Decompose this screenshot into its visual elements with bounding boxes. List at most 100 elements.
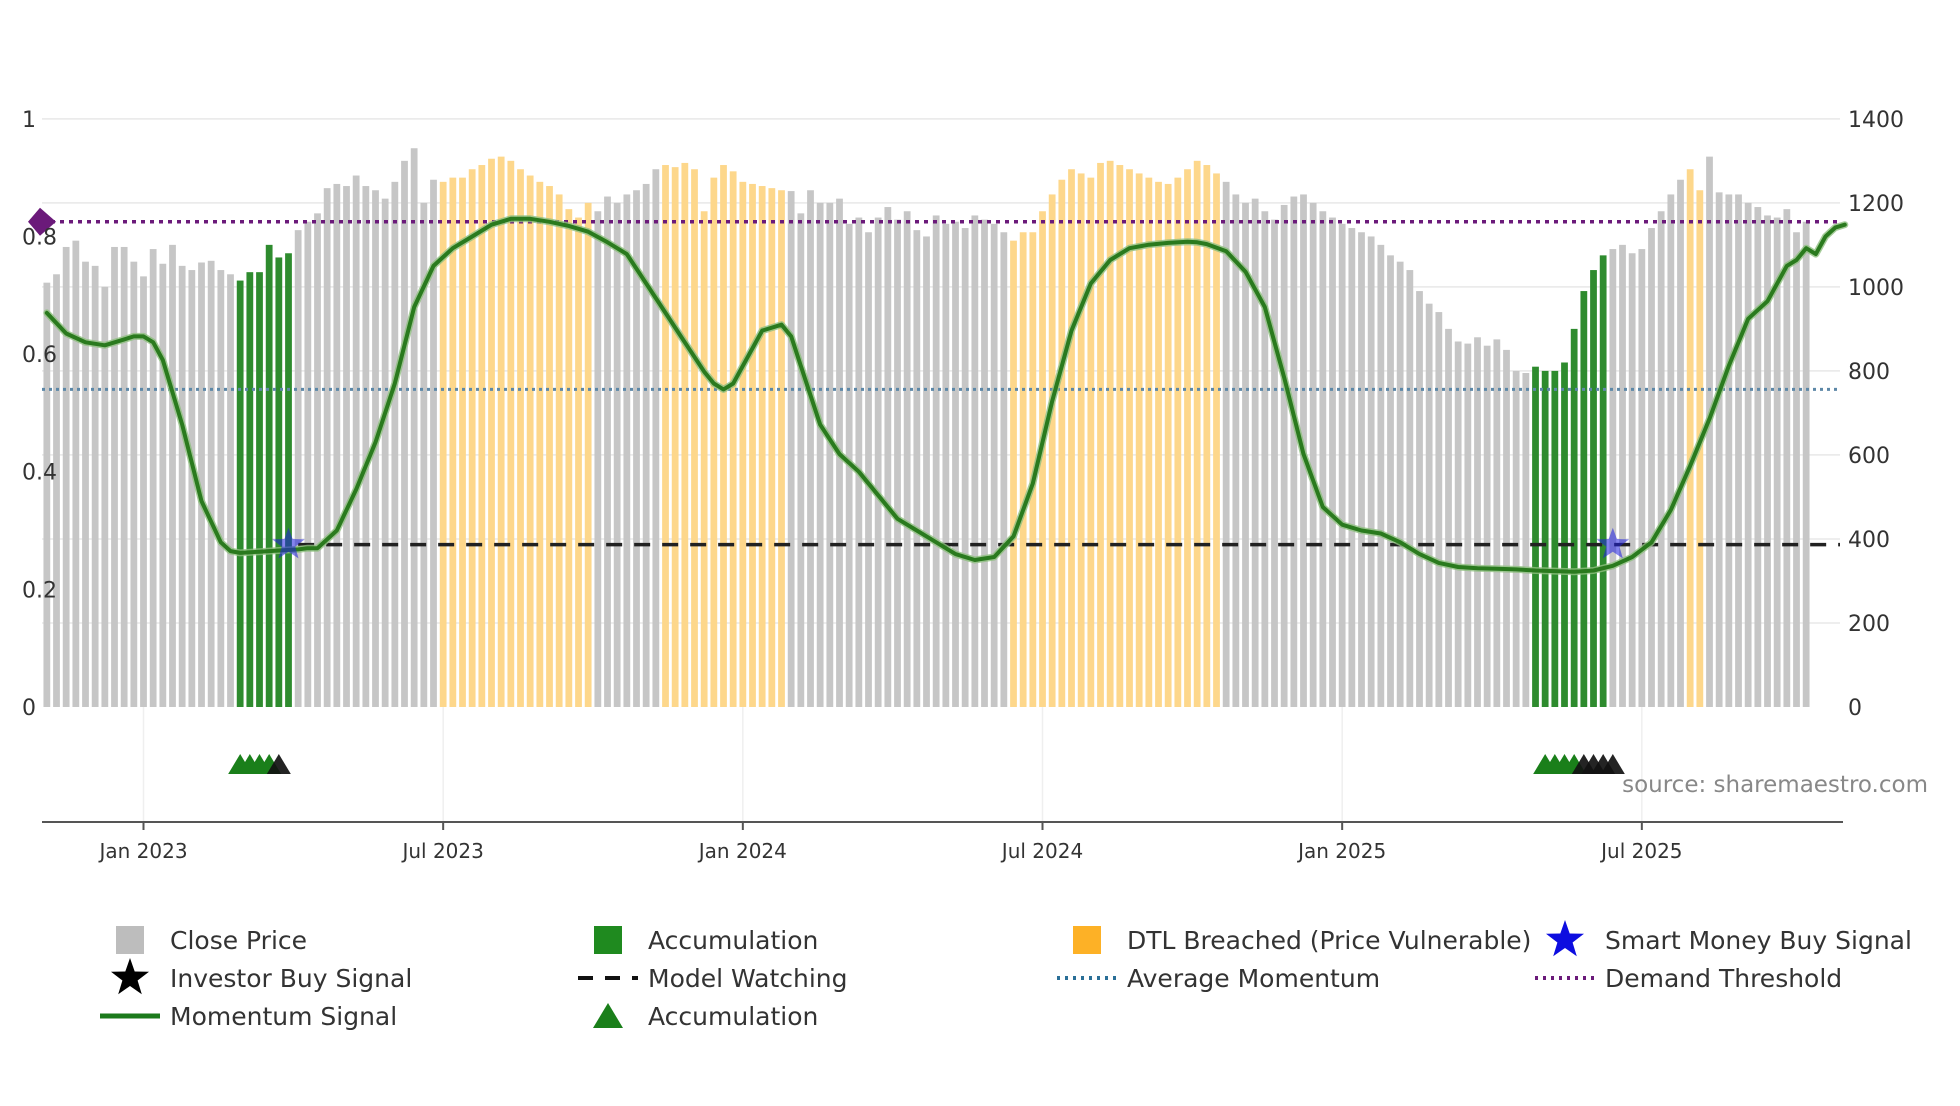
close-price-bar <box>594 211 602 707</box>
right-tick-label: 400 <box>1848 528 1890 553</box>
accumulation-bar <box>236 280 244 707</box>
close-price-bar <box>101 286 109 707</box>
dtl-breached-bar <box>1184 169 1191 708</box>
close-price-bar <box>53 274 60 707</box>
dtl-breached-bar <box>1116 165 1124 707</box>
dtl-breached-bar <box>449 177 457 707</box>
close-price-bar <box>391 181 399 708</box>
dtl-breached-bar <box>671 167 679 707</box>
left-tick-label: 1 <box>22 108 36 133</box>
price-bars <box>43 148 1810 708</box>
dtl-breached-bar <box>1135 173 1143 707</box>
dtl-breached-bar <box>758 186 766 708</box>
close-price-bar <box>1802 221 1810 707</box>
close-price-bar <box>1222 181 1230 708</box>
close-price-bar <box>1435 312 1443 707</box>
dtl-breached-bar <box>526 175 534 708</box>
close-price-bar <box>140 276 147 707</box>
left-tick-label: 0.8 <box>22 226 57 251</box>
right-tick-label: 0 <box>1848 696 1862 721</box>
dtl-breached-bar <box>584 202 592 707</box>
close-price-bar <box>1280 204 1288 707</box>
close-price-bar <box>1638 249 1646 707</box>
dtl-breached-bar <box>1010 240 1017 707</box>
close-price-bar <box>1251 198 1259 707</box>
close-price-bar <box>1290 196 1298 708</box>
close-price-bar <box>623 194 631 707</box>
close-price-bar <box>1648 228 1655 708</box>
accumulation-bar <box>246 272 254 707</box>
legend-item-momentum: Momentum Signal <box>100 1002 397 1031</box>
legend-item-accum_tri: Accumulation <box>593 1002 818 1031</box>
dtl-breached-bar <box>575 217 582 708</box>
close-price-bar <box>82 261 89 707</box>
close-price-bar <box>1715 192 1723 708</box>
dtl-breached-bar <box>1126 169 1133 708</box>
dtl-breached-bar <box>749 183 756 707</box>
smart-money-star <box>1596 527 1629 559</box>
close-price-bar <box>884 207 892 708</box>
close-price-bar <box>1396 261 1404 707</box>
x-tick-label: Jan 2023 <box>97 839 187 863</box>
close-price-bar <box>797 213 805 707</box>
dtl-breached-bar <box>439 181 447 708</box>
accumulation-bar <box>256 272 263 707</box>
close-price-bar <box>652 169 660 708</box>
close-price-bar <box>1377 244 1385 708</box>
accum_bar-legend-label: Accumulation <box>648 926 818 955</box>
close-price-bar <box>633 190 640 708</box>
close-price-bar <box>1512 370 1520 707</box>
close-price-bar <box>990 223 998 707</box>
close-price-bar <box>826 202 834 707</box>
dtl-breached-bar <box>739 181 747 708</box>
close-price-bar <box>410 148 418 708</box>
legend-item-accum_bar: Accumulation <box>594 926 818 955</box>
dtl-breached-bar <box>720 165 727 707</box>
left-tick-label: 0.6 <box>22 343 57 368</box>
accumulation-bar <box>1532 366 1539 707</box>
close-price-bar <box>961 228 969 708</box>
close-price-bar <box>903 211 911 707</box>
legend-item-smart: Smart Money Buy Signal <box>1546 920 1912 957</box>
close-price-bar <box>1406 270 1414 707</box>
close-price-bar <box>198 262 205 707</box>
close-price-bar <box>1744 202 1752 707</box>
close-price-bar <box>130 261 138 707</box>
dtl-breached-bar <box>555 194 563 707</box>
dtl-breached-bar <box>662 165 669 707</box>
smart-legend-star-icon <box>1546 920 1584 957</box>
close-price-bar <box>120 246 128 707</box>
smart-money-star <box>272 527 305 559</box>
dtl-breached-bar <box>1077 173 1085 707</box>
dtl-breached-bar <box>729 171 737 707</box>
close-price-bar <box>401 160 408 707</box>
close-price-bar <box>1416 291 1423 707</box>
dtl-breached-bar <box>700 211 708 707</box>
close-price-bar <box>1338 223 1346 707</box>
accum_tri-legend-triangle-icon <box>593 1003 623 1028</box>
close-price-bar <box>1667 194 1675 707</box>
investor-legend-label: Investor Buy Signal <box>170 964 412 993</box>
close-price-bar <box>149 249 157 707</box>
dtl-breached-bar <box>1068 169 1075 708</box>
dtl-breached-bar <box>1174 177 1182 707</box>
source-label: source: sharemaestro.com <box>1622 772 1928 798</box>
legend-item-close: Close Price <box>116 926 307 955</box>
dtl-breached-bar <box>691 169 698 708</box>
close-price-bar <box>1793 232 1800 707</box>
legend-item-dtl: DTL Breached (Price Vulnerable) <box>1073 926 1531 955</box>
close-price-bar <box>971 215 979 707</box>
accumulation-bar <box>1580 291 1588 707</box>
dtl-breached-bar <box>681 162 689 707</box>
accumulation-bar <box>275 257 283 707</box>
close-price-bar <box>1725 194 1733 707</box>
close-price-bar <box>1764 215 1771 707</box>
dtl-breached-bar <box>517 169 524 708</box>
close-price-bar <box>1735 194 1742 707</box>
close-price-bar <box>865 232 872 707</box>
close-price-bar <box>1454 341 1462 707</box>
close-price-bar <box>816 202 824 707</box>
accumulation-bar <box>1599 255 1607 708</box>
close-price-bar <box>1503 349 1510 707</box>
reference-lines <box>28 207 1840 547</box>
